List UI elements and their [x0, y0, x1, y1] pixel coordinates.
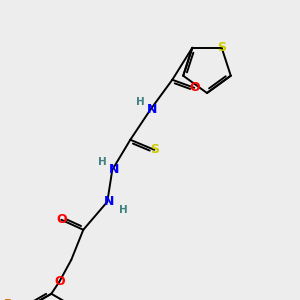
Text: O: O — [56, 213, 67, 226]
Text: N: N — [104, 195, 115, 208]
Text: H: H — [119, 205, 128, 215]
Text: H: H — [98, 157, 107, 167]
Text: O: O — [54, 275, 64, 288]
Text: S: S — [150, 143, 159, 156]
Text: N: N — [109, 163, 119, 176]
Text: Br: Br — [4, 298, 19, 300]
Text: O: O — [189, 81, 200, 94]
Text: S: S — [217, 41, 226, 54]
Text: H: H — [136, 97, 145, 107]
Text: N: N — [147, 103, 158, 116]
